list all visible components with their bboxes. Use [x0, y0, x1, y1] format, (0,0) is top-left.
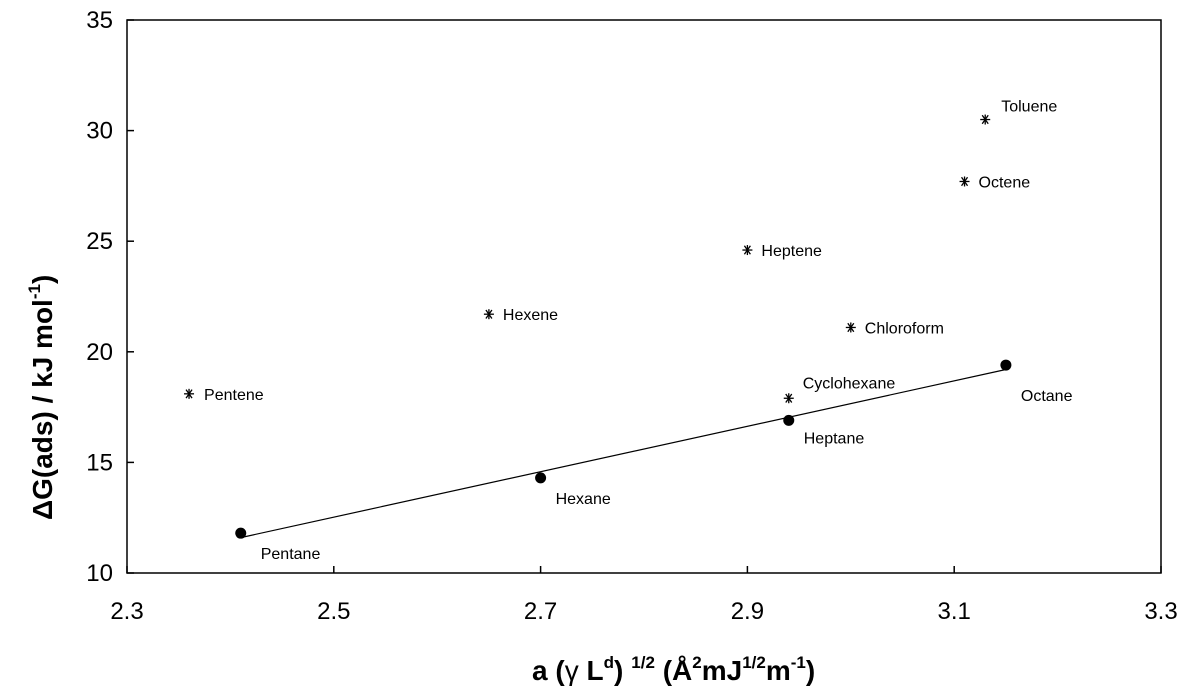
point-label: Octene: [979, 174, 1031, 191]
data-point-octane: [1000, 359, 1012, 371]
x-title-mJ: mJ: [702, 655, 742, 686]
y-tick-label: 35: [86, 7, 113, 34]
x-tick-label: 3.1: [938, 598, 971, 625]
data-point-hexene: [483, 309, 494, 320]
y-tick-label: 20: [86, 339, 113, 366]
x-title-close: ): [614, 655, 623, 686]
x-title-d: d: [604, 653, 614, 672]
trendline-layer: [240, 368, 1007, 539]
y-tick-label: 10: [86, 560, 113, 587]
data-point-heptane: [783, 414, 795, 426]
data-point-cyclohexane: [783, 393, 794, 404]
x-title-two: 2: [692, 653, 701, 672]
data-point-pentene: [184, 388, 195, 399]
x-title-m: m: [766, 655, 791, 686]
point-label: Hexane: [556, 491, 611, 508]
x-title-prefix: a (: [532, 655, 565, 686]
y-axis-ticks: 10 15 20 25 30 35: [86, 7, 134, 587]
point-label: Toluene: [1001, 99, 1057, 116]
y-tick-label: 25: [86, 228, 113, 255]
data-point-hexane: [535, 472, 547, 484]
data-point-pentane: [235, 527, 247, 539]
data-point-chloroform: [845, 322, 856, 333]
point-label: Hexene: [503, 307, 558, 324]
x-title-gamma: γ: [565, 655, 579, 686]
plot-area-frame: [126, 19, 1162, 574]
x-tick-label: 2.9: [731, 598, 764, 625]
point-label: Pentane: [261, 546, 321, 563]
x-tick-label: 2.7: [524, 598, 557, 625]
x-title-half: 1/2: [631, 653, 655, 672]
point-label: Cyclohexane: [803, 375, 896, 392]
y-tick-label: 15: [86, 449, 113, 476]
x-title-L: L: [579, 655, 604, 686]
y-axis-title: ΔG(ads) / kJ mol-1): [25, 275, 58, 520]
x-title-half-2: 1/2: [742, 653, 766, 672]
x-title-unit-open: (Å: [655, 655, 692, 686]
x-tick-label: 2.3: [110, 598, 143, 625]
data-point-toluene: [980, 114, 991, 125]
data-point-octene: [959, 176, 970, 187]
point-label: Pentene: [204, 387, 264, 404]
data-point-heptene: [742, 245, 753, 256]
y-title-main: ΔG(ads) / kJ mol: [27, 299, 58, 520]
data-points-layer: Pentane Hexane Heptane Octane Pentene Hexene H…: [184, 99, 1073, 563]
y-title-sup: -1: [25, 284, 44, 299]
y-tick-label: 30: [86, 118, 113, 145]
point-label: Chloroform: [865, 320, 944, 337]
x-title-unit-close: ): [806, 655, 815, 686]
point-label: Octane: [1021, 388, 1073, 405]
point-label: Heptane: [804, 430, 865, 447]
trendline: [240, 368, 1007, 539]
x-title-neg1: -1: [791, 653, 806, 672]
point-label: Heptene: [761, 243, 822, 260]
x-tick-label: 3.3: [1144, 598, 1177, 625]
x-axis-ticks: 2.3 2.5 2.7 2.9 3.1 3.3: [110, 566, 1178, 625]
x-tick-label: 2.5: [317, 598, 350, 625]
y-title-close: ): [27, 275, 58, 284]
x-axis-title: a (γ Ld) 1/2 (Å2mJ1/2m-1): [532, 653, 815, 686]
